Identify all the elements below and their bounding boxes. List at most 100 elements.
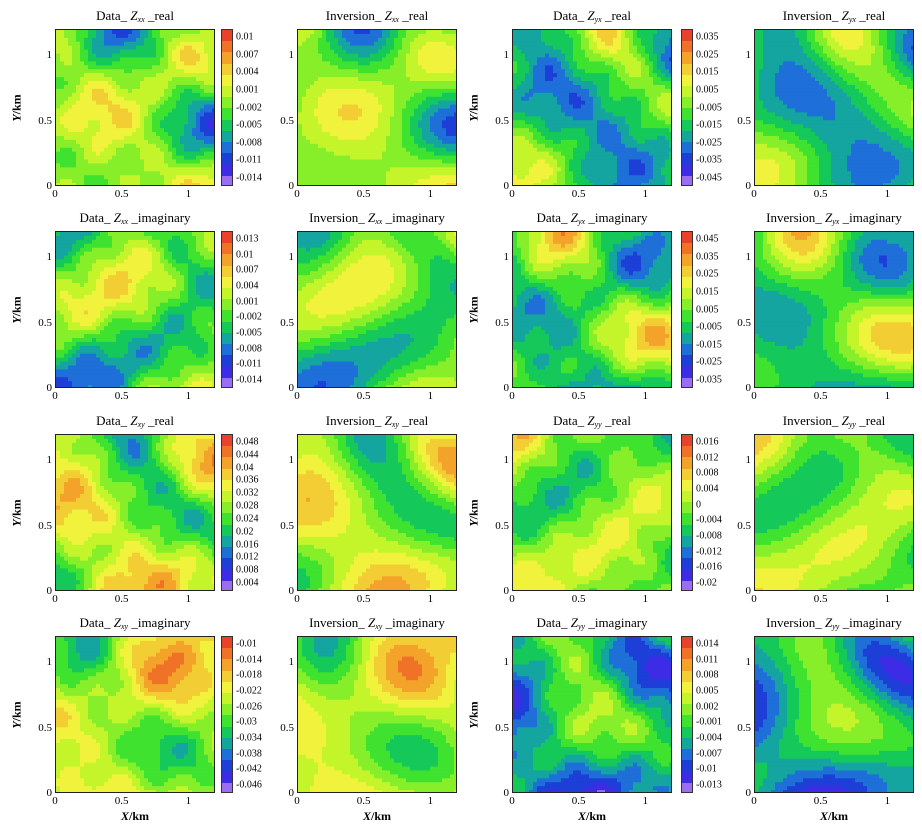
x-tick-label: 1 — [428, 390, 434, 402]
y-tick-label: 0 — [289, 180, 295, 192]
colorbar-label: -0.008 — [696, 531, 722, 542]
colorbar-label: 0.028 — [236, 501, 259, 512]
colorbar-step — [682, 693, 692, 705]
x-axis-var: X — [363, 809, 371, 823]
colorbar-label: 0.004 — [236, 281, 259, 292]
colorbar-label: -0.014 — [236, 654, 262, 665]
colorbar-label: -0.004 — [696, 515, 722, 526]
x-tick-label: 0.5 — [115, 188, 129, 200]
colorbar-label: -0.018 — [236, 670, 262, 681]
panel-title: Data_ Zxy _real — [96, 413, 174, 429]
title-suffix: _real — [399, 413, 428, 428]
x-tick-label: 1 — [643, 188, 649, 200]
colorbar-step — [682, 535, 692, 548]
colorbar-step — [222, 681, 232, 694]
panel-title: Data_ Zyy _real — [553, 413, 631, 429]
colorbar-label: -0.034 — [236, 733, 262, 744]
colorbar-label: 0.014 — [696, 639, 719, 650]
colorbar-step — [222, 670, 232, 682]
contour-field — [298, 637, 456, 792]
colorbar — [681, 29, 693, 186]
title-prefix: Data_ — [96, 413, 130, 428]
colorbar-step — [222, 97, 232, 109]
x-tick-label: 0 — [52, 188, 58, 200]
contour-map — [512, 434, 672, 591]
colorbar-label: -0.008 — [236, 343, 262, 354]
colorbar-label: 0.01 — [236, 249, 254, 260]
colorbar-step — [222, 254, 232, 266]
title-suffix: _imaginary — [839, 615, 902, 630]
y-tick-label: 1 — [289, 251, 295, 263]
y-axis-label: Y/km — [10, 701, 25, 728]
y-tick-label: 1 — [504, 454, 510, 466]
x-tick-label: 0.5 — [572, 390, 586, 402]
y-axis-unit: /km — [10, 296, 24, 316]
colorbar-step — [682, 74, 692, 87]
colorbar-step — [682, 175, 692, 185]
x-axis-unit: /km — [371, 809, 391, 823]
colorbar-label: -0.035 — [696, 155, 722, 166]
y-axis-label: Y/km — [10, 499, 25, 526]
colorbar — [221, 434, 233, 591]
title-subscript: yx — [832, 217, 839, 226]
panel-title: Data_ Zyx _real — [553, 8, 631, 24]
colorbar-label: 0.005 — [696, 686, 719, 697]
y-axis-unit: /km — [10, 94, 24, 114]
colorbar-label: 0.008 — [696, 670, 719, 681]
colorbar-step — [682, 377, 692, 387]
colorbar-step — [682, 276, 692, 289]
colorbar-label: -0.02 — [696, 578, 717, 589]
title-prefix: Data_ — [79, 210, 113, 225]
colorbar-step — [682, 569, 692, 581]
colorbar-step — [222, 760, 232, 772]
colorbar-step — [222, 648, 232, 660]
y-tick-label: 1 — [746, 656, 752, 668]
colorbar-label: -0.012 — [696, 546, 722, 557]
colorbar-step — [682, 254, 692, 266]
y-tick-label: 1 — [746, 49, 752, 61]
title-suffix: _real — [145, 8, 174, 23]
contour-field — [56, 30, 214, 185]
contour-field — [755, 637, 913, 792]
colorbar-step — [682, 130, 692, 143]
contour-map — [754, 636, 914, 793]
y-axis-var: Y — [10, 114, 24, 121]
colorbar-label: 0.048 — [236, 437, 259, 448]
colorbar-label: 0.008 — [696, 468, 719, 479]
x-tick-label: 0 — [509, 795, 515, 807]
y-axis-var: Y — [10, 721, 24, 728]
colorbar-step — [222, 569, 232, 581]
colorbar-step — [222, 502, 232, 514]
colorbar-label: -0.005 — [236, 328, 262, 339]
colorbar — [681, 231, 693, 388]
title-subscript: yx — [578, 217, 585, 226]
colorbar-label: 0.004 — [696, 484, 719, 495]
colorbar-step — [222, 535, 232, 548]
title-suffix: _imaginary — [382, 615, 445, 630]
y-tick-label: 0 — [289, 585, 295, 597]
contour-map — [55, 434, 215, 591]
colorbar-step — [222, 524, 232, 536]
panel-title: Inversion_ Zyx _real — [783, 8, 885, 24]
title-component: Z — [825, 615, 832, 630]
x-tick-label: 0 — [52, 390, 58, 402]
colorbar-step — [222, 377, 232, 387]
colorbar-label: 0.001 — [236, 84, 259, 95]
colorbar-label: 0.007 — [236, 49, 259, 60]
y-tick-label: 0 — [47, 787, 53, 799]
colorbar-label: 0.011 — [696, 654, 718, 665]
colorbar-step — [222, 366, 232, 378]
title-component: Z — [571, 210, 578, 225]
colorbar-step — [682, 637, 692, 649]
colorbar-step — [222, 276, 232, 289]
title-subscript: yx — [595, 15, 602, 24]
x-tick-label: 1 — [186, 390, 192, 402]
title-prefix: Inversion_ — [783, 413, 842, 428]
colorbar-step — [222, 164, 232, 176]
colorbar-step — [222, 771, 232, 783]
title-suffix: _imaginary — [128, 210, 190, 225]
contour-map — [754, 231, 914, 388]
x-tick-label: 0 — [509, 593, 515, 605]
colorbar-label: 0.007 — [236, 265, 259, 276]
x-tick-label: 0.5 — [357, 390, 371, 402]
